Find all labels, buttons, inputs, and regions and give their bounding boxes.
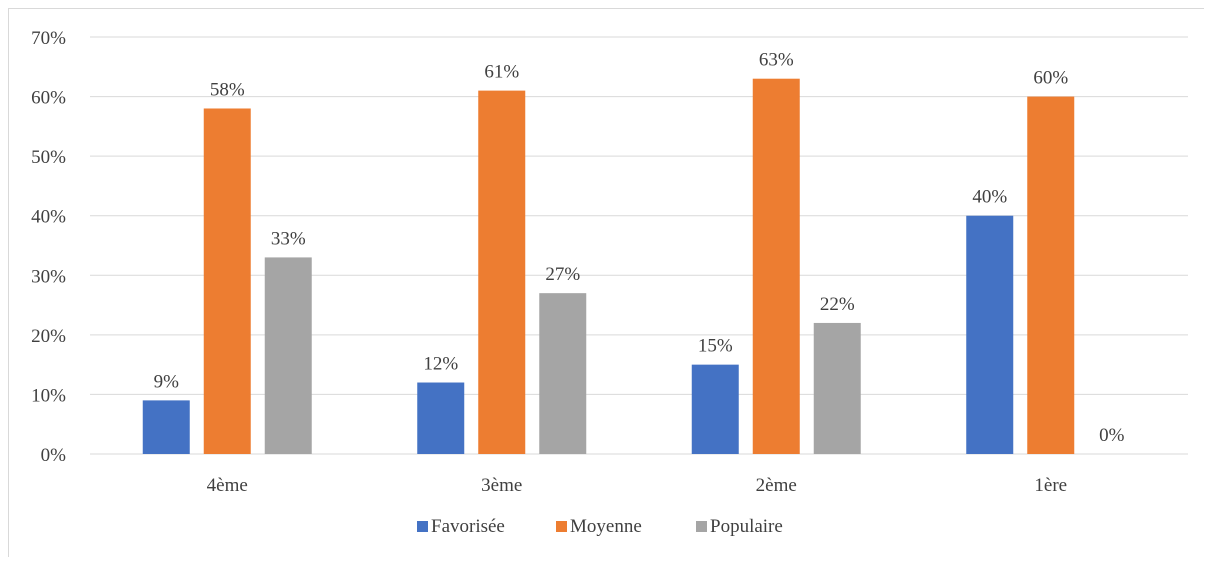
bar-moyenne-0 [203, 108, 251, 454]
y-tick-label: 20% [31, 326, 66, 347]
bar-moyenne-2 [752, 78, 800, 454]
legend-label: Favorisée [431, 516, 505, 537]
data-label: 40% [972, 187, 1007, 208]
x-tick-label: 2ème [756, 475, 797, 496]
legend-swatch-populaire [696, 521, 707, 532]
data-label: 12% [423, 354, 458, 375]
bar-favorisée-3 [966, 215, 1014, 454]
chart-frame [8, 8, 1204, 557]
bar-populaire-0 [264, 257, 312, 454]
data-label: 15% [698, 336, 733, 357]
data-label: 61% [484, 62, 519, 83]
bar-favorisée-2 [691, 364, 739, 454]
y-tick-label: 40% [31, 207, 66, 228]
bar-favorisée-0 [142, 400, 190, 454]
x-axis-ticks: 4ème 3ème 2ème 1ère [207, 475, 1067, 496]
legend-swatch-favorisée [417, 521, 428, 532]
bars [142, 78, 1075, 455]
legend-swatch-moyenne [556, 521, 567, 532]
data-label: 33% [271, 228, 306, 249]
bar-moyenne-1 [478, 90, 526, 454]
legend-label: Moyenne [570, 516, 642, 537]
legend-label: Populaire [710, 516, 783, 537]
data-label: 27% [545, 264, 580, 285]
y-tick-label: 10% [31, 385, 66, 406]
bar-populaire-2 [813, 322, 861, 454]
x-tick-label: 1ère [1034, 475, 1067, 496]
x-tick-label: 3ème [481, 475, 522, 496]
data-label: 22% [820, 294, 855, 315]
data-labels: 9% 58% 33% 12% 61% 27% 15% 63% 22% 40% 60% 0% [154, 50, 1125, 446]
data-label: 60% [1033, 68, 1068, 89]
data-label: 9% [154, 371, 180, 392]
legend: Favorisée Moyenne Populaire [417, 516, 783, 537]
x-tick-label: 4ème [207, 475, 248, 496]
y-tick-label: 30% [31, 266, 66, 287]
y-tick-label: 60% [31, 88, 66, 109]
bar-moyenne-3 [1027, 96, 1075, 455]
y-tick-label: 50% [31, 147, 66, 168]
data-label: 0% [1099, 425, 1125, 446]
bar-populaire-1 [539, 293, 587, 454]
gridlines [90, 36, 1188, 455]
y-tick-label: 70% [31, 28, 66, 49]
data-label: 63% [759, 50, 794, 71]
bar-favorisée-1 [417, 382, 465, 454]
data-label: 58% [210, 79, 245, 100]
y-tick-label: 0% [41, 445, 67, 466]
y-axis-ticks: 0% 10% 20% 30% 40% 50% 60% 70% [31, 28, 66, 466]
